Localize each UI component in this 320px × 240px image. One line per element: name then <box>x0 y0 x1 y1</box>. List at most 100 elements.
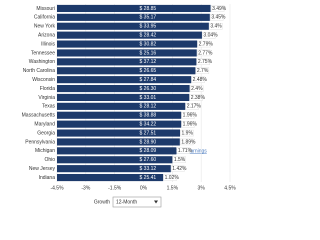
value-label: 1.71% <box>178 148 193 154</box>
value-label: 2.38% <box>191 95 206 101</box>
bar-earnings-label: $ 33.12 <box>140 166 157 172</box>
bar <box>57 147 177 155</box>
bar-earnings-label: $ 33.01 <box>140 95 157 101</box>
value-label-box <box>210 5 225 12</box>
bar-earnings-label: $ 28.12 <box>140 104 157 110</box>
value-label: 1.96% <box>183 121 198 127</box>
value-label-box <box>181 121 195 128</box>
category-label: North Carolina <box>23 68 55 74</box>
select-box[interactable] <box>112 196 162 208</box>
chart: Hourly Earnings Growth 12-Month -4.5%-3%… <box>22 4 236 208</box>
bar-earnings-label: $ 27.51 <box>140 130 157 136</box>
bar <box>57 22 209 30</box>
bar-earnings-label: $ 37.12 <box>140 59 157 65</box>
category-label: Maryland <box>34 121 55 127</box>
bar <box>57 138 180 146</box>
value-label: 1.42% <box>172 166 187 172</box>
bar-earnings-label: $ 26.30 <box>140 86 157 92</box>
bar <box>57 31 202 39</box>
category-label: Texas <box>42 104 56 110</box>
value-label-box <box>171 165 185 172</box>
value-label-box <box>176 147 191 155</box>
category-label: Ohio <box>44 157 55 163</box>
bar <box>57 76 192 84</box>
category-label: Florida <box>40 86 56 92</box>
bar <box>57 93 190 102</box>
bar <box>57 58 197 66</box>
bar-earnings-label: $ 27.84 <box>140 77 157 83</box>
bar <box>57 40 198 48</box>
bar-earnings-label: $ 28.42 <box>140 32 157 38</box>
bar-earnings-label: $ 27.60 <box>140 157 157 163</box>
x-tick-label: 1.5% <box>167 185 179 191</box>
value-label-box <box>189 85 204 92</box>
value-label-box <box>172 156 186 163</box>
value-label: 3.45% <box>211 15 226 21</box>
bar <box>57 173 164 182</box>
bar <box>57 13 210 21</box>
value-label: 2.4% <box>191 86 203 92</box>
bar <box>57 84 190 93</box>
value-label: 1.96% <box>183 113 198 119</box>
value-label-box <box>185 103 199 110</box>
x-tick-label: -1.5% <box>108 185 122 191</box>
category-label: Illinois <box>41 41 55 47</box>
value-label-box <box>195 67 210 74</box>
value-label: 2.75% <box>198 59 213 65</box>
bar <box>57 120 182 128</box>
bar-earnings-label: $ 34.22 <box>140 121 157 127</box>
control-label: Growth <box>94 199 110 205</box>
bar <box>57 67 196 75</box>
value-label-box <box>180 138 194 146</box>
value-label: 1.02% <box>165 175 180 181</box>
value-label: 1.89% <box>181 139 196 145</box>
x-tick-label: 4.5% <box>224 185 236 191</box>
category-label: Wisconsin <box>32 77 55 83</box>
value-label-box <box>180 129 194 137</box>
bar <box>57 4 211 13</box>
bar <box>57 156 173 164</box>
bar-earnings-label: $ 30.82 <box>140 41 157 47</box>
category-label: Georgia <box>37 130 55 136</box>
value-label-box <box>197 49 211 57</box>
bar-earnings-label: $ 25.16 <box>140 50 157 56</box>
category-label: Virginia <box>38 95 55 101</box>
value-label: 3.4% <box>210 24 222 30</box>
bar <box>57 49 197 57</box>
value-label-box <box>196 58 211 65</box>
category-label: Arizona <box>38 32 55 38</box>
control-value[interactable]: 12-Month <box>116 199 137 205</box>
bar-earnings-label: $ 28.90 <box>140 139 157 145</box>
bar <box>57 129 181 137</box>
x-tick-label: 3% <box>198 185 206 191</box>
value-label: 1.9% <box>182 130 194 136</box>
value-label-box <box>210 14 224 21</box>
value-label-box <box>191 76 205 83</box>
value-label: 2.79% <box>199 41 214 47</box>
value-label-box <box>181 112 195 119</box>
bar <box>57 111 182 119</box>
bar-earnings-label: $ 35.17 <box>140 15 157 21</box>
bar-earnings-label: $ 28.85 <box>140 6 157 12</box>
category-label: New York <box>34 24 56 30</box>
category-label: Massachusetts <box>22 113 56 119</box>
value-label: 3.04% <box>203 32 218 38</box>
x-tick-label: 0% <box>140 185 148 191</box>
category-label: Pennsylvania <box>25 139 55 145</box>
value-label: 1.5% <box>174 157 186 163</box>
x-tick-label: -4.5% <box>50 185 64 191</box>
bar-earnings-label: $ 33.95 <box>140 24 157 30</box>
category-label: Indiana <box>39 175 56 181</box>
value-label: 2.48% <box>193 77 208 83</box>
bar-earnings-label: $ 38.88 <box>140 113 157 119</box>
page: Hourly Earnings Growth 12-Month -4.5%-3%… <box>21 4 237 208</box>
value-label: 2.7% <box>197 68 209 74</box>
category-label: Tennessee <box>31 50 55 56</box>
category-label: New Jersey <box>29 166 56 172</box>
value-label-box <box>189 94 203 101</box>
category-label: Washington <box>29 59 55 65</box>
category-label: Missouri <box>36 6 55 12</box>
value-label-box <box>197 40 211 48</box>
value-label-box <box>209 23 223 30</box>
value-label: 2.17% <box>187 104 202 110</box>
